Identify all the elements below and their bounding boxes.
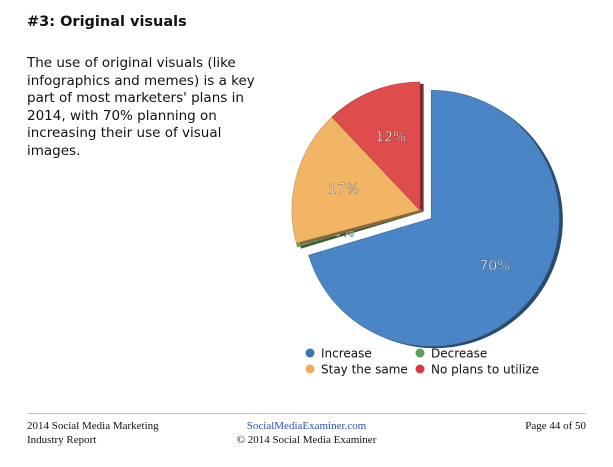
legend-label-decrease: Decrease (431, 347, 487, 361)
pie-label-increase: 70% (479, 259, 510, 275)
footer-report-title: 2014 Social Media Marketing Industry Rep… (27, 420, 159, 447)
footer-website-link[interactable]: SocialMediaExaminer.com (246, 420, 367, 432)
footer-center: SocialMediaExaminer.com © 2014 Social Me… (0, 420, 613, 447)
body-paragraph: The use of original visuals (like infogr… (27, 55, 255, 159)
footer-report-line1: 2014 Social Media Marketing (27, 420, 159, 432)
legend-label-increase: Increase (321, 347, 372, 361)
pie-label-no-plans-to-utilize: 12% (375, 129, 406, 145)
legend-marker-increase (305, 348, 315, 358)
footer-divider (27, 413, 586, 414)
pie-slice-stay-the-same (291, 116, 421, 244)
pie-label-stay-the-same: 17% (328, 181, 359, 197)
legend-label-stay-the-same: Stay the same (321, 363, 408, 377)
pie-slice-decrease-depth (299, 211, 424, 249)
pie-slice-increase (308, 90, 560, 347)
legend-label-no-plans-to-utilize: No plans to utilize (431, 363, 539, 377)
footer-report-line2: Industry Report (27, 433, 97, 446)
legend-marker-decrease (415, 348, 425, 358)
footer-page-number: Page 44 of 50 (525, 420, 586, 432)
footer-copyright: © 2014 Social Media Examiner (236, 433, 377, 446)
legend-marker-no-plans-to-utilize (415, 364, 425, 374)
section-heading: #3: Original visuals (27, 14, 187, 30)
pie-slice-no-plans-to-utilize (331, 81, 421, 211)
legend-marker-stay-the-same (305, 364, 315, 374)
